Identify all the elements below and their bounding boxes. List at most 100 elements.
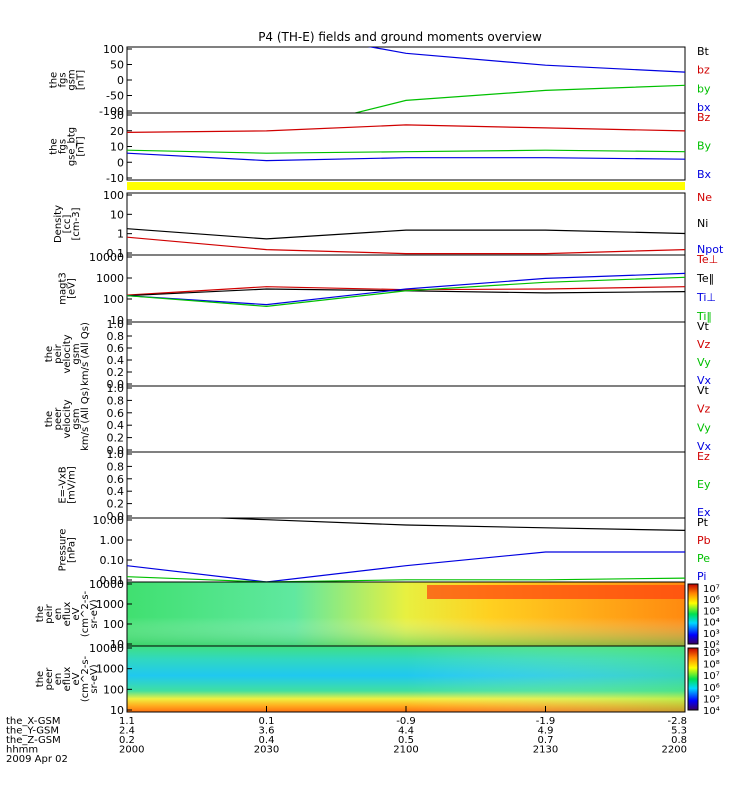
y-tick-label: 0.8 — [107, 394, 125, 407]
x-row-label: the_Z-GSM — [6, 735, 61, 746]
series-line-temperature-Te⊥ — [127, 286, 685, 296]
y-axis-label: fgs — [58, 72, 69, 87]
y-axis-label: eV — [71, 607, 82, 620]
series-line-fgs-gse-Bz — [127, 124, 685, 133]
quality-flag-bar — [127, 182, 685, 190]
x-row-value: 0.8 — [671, 735, 687, 746]
x-row-label: the_Y-GSM — [6, 726, 59, 737]
x-row-value: -0.9 — [396, 716, 416, 727]
colorbar-label: 10⁵ — [703, 694, 720, 705]
legend-peir-velocity-0: Vt — [697, 320, 710, 333]
legend-peer-velocity-0: Vt — [697, 384, 710, 397]
colorbar-peir-eflux — [687, 583, 699, 645]
y-tick-label: 100 — [103, 43, 124, 56]
colorbar-label: 10⁷ — [703, 584, 720, 595]
colorbar-label: 10⁴ — [703, 706, 720, 717]
y-tick-label: 100 — [103, 189, 124, 202]
y-tick-label: 100 — [103, 683, 124, 696]
legend-temperature-3: Ti‖ — [696, 310, 712, 323]
panel-frame — [126, 385, 686, 453]
y-tick-label: 0.10 — [100, 554, 125, 567]
y-axis-label: km/s (All Qs) — [80, 322, 91, 386]
y-tick-label: 100 — [103, 293, 124, 306]
y-tick-label: 1.0 — [107, 448, 125, 461]
y-tick-label: 10000 — [89, 642, 124, 655]
y-axis-label: [nT] — [76, 70, 87, 90]
panel-efield: 1.00.80.60.40.20.0 E=-VxB[mV/m] Ez Ey Ex — [58, 448, 711, 523]
y-axis-label: sr-eV) — [89, 664, 100, 693]
legend-peer-velocity-3: Vx — [697, 440, 712, 453]
y-axis-label: en — [53, 608, 64, 621]
x-row-value: 0.2 — [119, 735, 135, 746]
x-row-value: 1.1 — [119, 716, 135, 727]
panel-pressure: 10.00 1.00 0.10 0.01 Pressure[nPa] Pt Pb Pe Pi — [58, 514, 711, 587]
series-line-density-Ni — [127, 228, 685, 240]
y-axis-label: en — [53, 673, 64, 686]
panel-density: 100 10 1 0.1 Density[cc][cm-3] Ne Ni Npot — [53, 189, 724, 260]
y-tick-label: 0.0 — [107, 444, 125, 457]
y-tick-label: 1.0 — [107, 382, 125, 395]
y-tick-label: 0.01 — [100, 574, 125, 587]
panel-frame — [126, 112, 686, 181]
y-axis-label: sr-eV) — [89, 599, 100, 628]
x-row-value: 3.6 — [259, 726, 275, 737]
y-axis-label: peer — [53, 407, 64, 431]
series-line-pressure-Pt — [205, 518, 685, 531]
colorbar-label: 10² — [703, 640, 720, 651]
x-row-value: 2130 — [533, 745, 558, 756]
y-tick-label: 1.00 — [100, 534, 125, 547]
series-line-density-Ne — [127, 236, 685, 255]
y-axis-label: Pressure — [58, 529, 69, 572]
y-axis-label: the — [35, 671, 46, 687]
y-axis-label: (cm^2-s- — [80, 655, 91, 702]
colorbar-label: 10⁸ — [703, 660, 720, 671]
y-axis-label: gsm — [67, 69, 78, 90]
y-axis-label: [nT] — [76, 136, 87, 156]
series-line-fgs-gse-By — [127, 149, 685, 154]
series-line-fgs-gsm-bx — [367, 47, 685, 73]
y-axis-label: fgs — [58, 139, 69, 154]
series-line-fgs-gsm-by — [352, 84, 685, 113]
y-axis-label: (cm^2-s- — [80, 590, 91, 637]
panel-frame — [126, 192, 686, 256]
legend-density-0: Ne — [697, 191, 712, 204]
panel-peir-eflux: 10000 1000 100 10 thepeirenefluxeV(cm^2-s-sr… — [35, 578, 720, 651]
legend-pressure-1: Pb — [697, 534, 711, 547]
y-axis-label: gsm — [71, 408, 82, 429]
colorbar-label: 10⁴ — [703, 618, 720, 629]
y-axis-label: km/s (All Qs) — [80, 387, 91, 451]
y-tick-label: 1.0 — [107, 318, 125, 331]
x-row-label: hhmm — [6, 745, 38, 756]
y-tick-label: 0.4 — [107, 419, 125, 432]
legend-fgs-gse-2: Bx — [697, 168, 712, 181]
y-axis-label: gse_btg — [67, 127, 78, 166]
y-axis-label: the — [44, 346, 55, 362]
legend-peer-velocity-2: Vy — [697, 421, 711, 434]
y-tick-label: 10000 — [89, 578, 124, 591]
colorbar-label: 10⁶ — [703, 683, 720, 694]
legend-fgs-gsm-1: bz — [697, 64, 710, 77]
y-tick-label: 10 — [110, 704, 124, 717]
series-line-pressure-Pe — [127, 576, 685, 582]
legend-fgs-gsm-3: bx — [697, 101, 711, 114]
y-tick-label: -10 — [106, 172, 124, 185]
legend-density-1: Ni — [697, 217, 708, 230]
colorbar-label: 10⁷ — [703, 671, 720, 682]
x-row-value: 4.9 — [538, 726, 554, 737]
x-row-value: 0.5 — [398, 735, 414, 746]
y-axis-label: [mV/m] — [67, 466, 78, 504]
y-tick-label: 20 — [110, 125, 124, 138]
legend-peir-velocity-3: Vx — [697, 374, 712, 387]
y-tick-label: 0.8 — [107, 330, 125, 343]
y-axis-label: the — [49, 138, 60, 154]
panel-temperature: 10000 1000 100 10 magt3[eV] Te⊥ Te‖ Ti⊥ Ti‖ — [58, 251, 719, 327]
y-tick-label: 10.00 — [93, 514, 125, 527]
y-axis-label: [cc] — [62, 215, 73, 234]
x-row-value: 2030 — [254, 745, 279, 756]
legend-fgs-gsm-0: Bt — [697, 45, 710, 58]
y-tick-label: 0 — [117, 74, 124, 87]
y-axis-label: magt3 — [58, 272, 69, 305]
legend-pressure-2: Pe — [697, 552, 710, 565]
